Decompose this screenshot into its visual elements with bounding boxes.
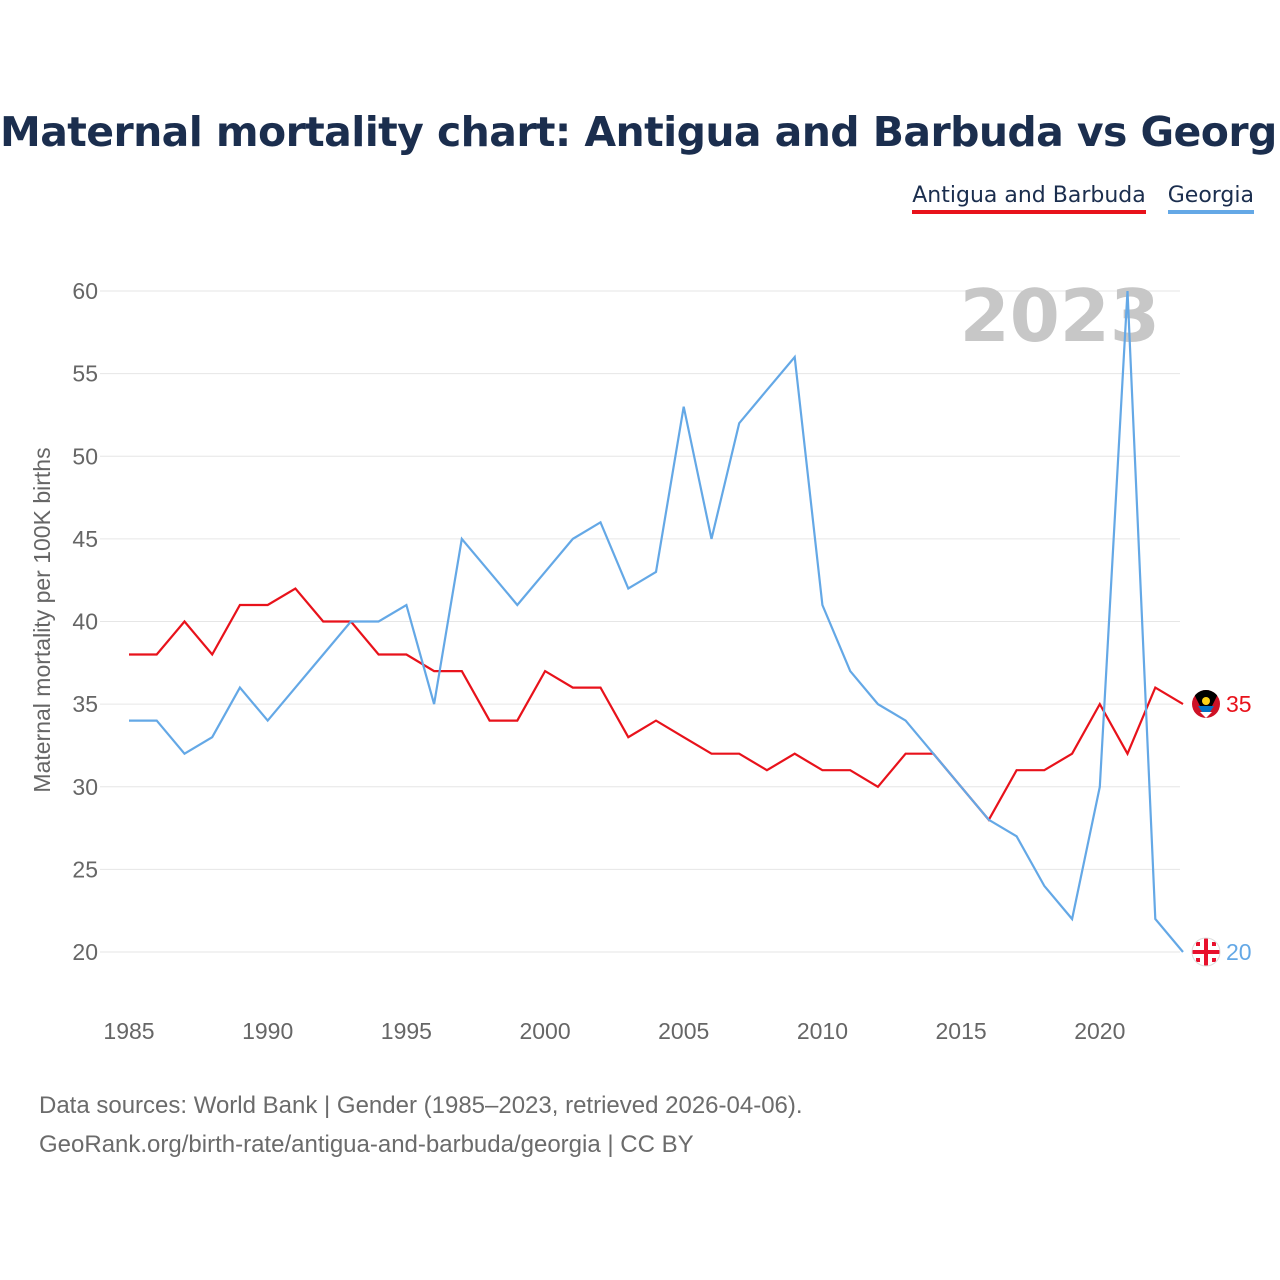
- y-tick-label: 20: [72, 939, 98, 965]
- source-url: GeoRank.org/birth-rate/antigua-and-barbu…: [39, 1131, 694, 1158]
- y-tick-label: 40: [72, 609, 98, 635]
- y-tick-label: 55: [72, 361, 98, 387]
- x-tick-label: 1985: [103, 1018, 154, 1044]
- y-axis-label: Maternal mortality per 100K births: [29, 447, 55, 792]
- y-tick-label: 60: [72, 278, 98, 304]
- x-tick-label: 2020: [1074, 1018, 1125, 1044]
- y-tick-label: 35: [72, 691, 98, 717]
- y-tick-label: 30: [72, 774, 98, 800]
- x-axis-ticks: 1985 1990 1995 2000 2005 2010 2015 2020: [103, 1018, 1125, 1044]
- chart-title: Maternal mortality chart: Antigua and Ba…: [0, 108, 1280, 156]
- x-tick-label: 1995: [381, 1018, 432, 1044]
- series-lines: [129, 290, 1184, 953]
- x-tick-label: 1990: [242, 1018, 293, 1044]
- y-axis-ticks: 20 25 30 35 40 45 50 55 60: [72, 278, 98, 965]
- x-tick-label: 2010: [797, 1018, 848, 1044]
- y-tick-label: 25: [72, 856, 98, 882]
- x-tick-label: 2015: [936, 1018, 987, 1044]
- legend-item-antigua-and-barbuda[interactable]: Antigua and Barbuda: [912, 183, 1146, 214]
- legend-item-georgia[interactable]: Georgia: [1167, 183, 1254, 214]
- data-source-note: Data sources: World Bank | Gender (1985–…: [39, 1092, 803, 1119]
- series-line-antigua-and-barbuda[interactable]: [129, 587, 1184, 822]
- georgia-flag-icon: [1191, 937, 1221, 967]
- x-tick-label: 2005: [658, 1018, 709, 1044]
- grid-lines: [100, 290, 1180, 953]
- x-tick-label: 2000: [519, 1018, 570, 1044]
- footer: Data sources: World Bank | Gender (1985–…: [39, 1086, 803, 1164]
- series-line-georgia[interactable]: [129, 290, 1184, 953]
- y-tick-label: 50: [72, 443, 98, 469]
- end-label-georgia: 20: [1226, 939, 1252, 965]
- y-tick-label: 45: [72, 526, 98, 552]
- legend: Antigua and Barbuda Georgia: [912, 183, 1254, 214]
- antigua-and-barbuda-flag-icon: [1192, 690, 1220, 718]
- end-label-antigua-and-barbuda: 35: [1226, 691, 1252, 717]
